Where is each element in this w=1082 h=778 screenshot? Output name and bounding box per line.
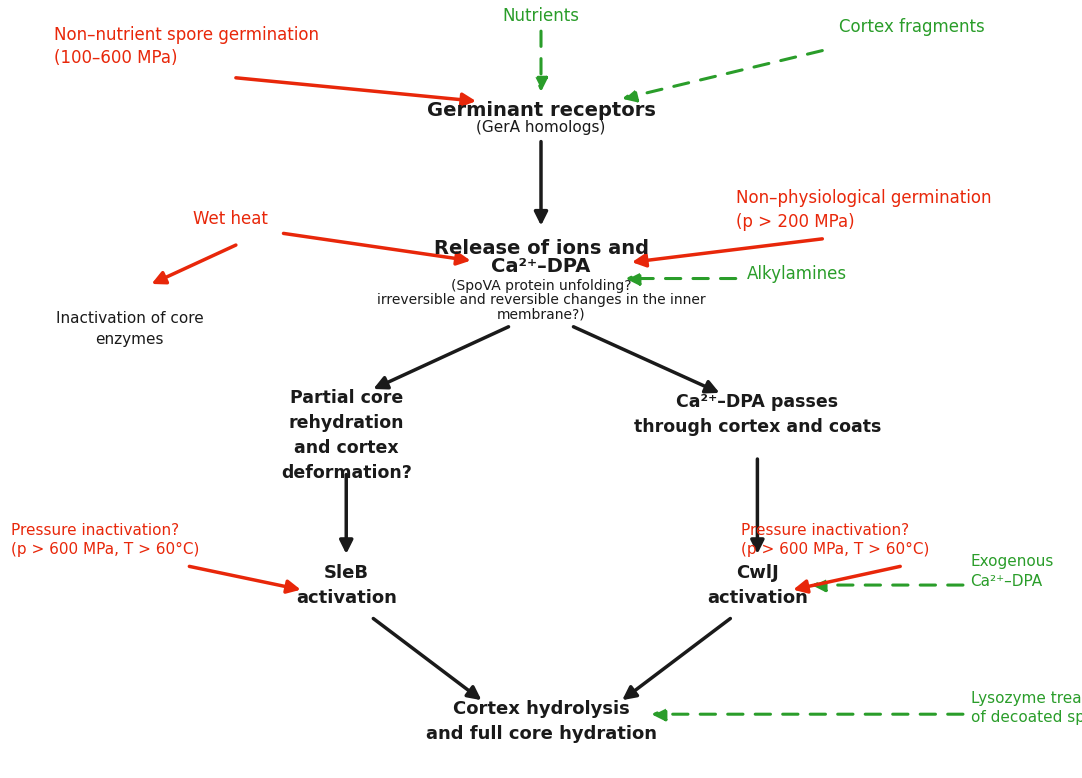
Text: Germinant receptors: Germinant receptors bbox=[426, 101, 656, 120]
Text: Wet heat: Wet heat bbox=[193, 210, 267, 229]
Text: Exogenous
Ca²⁺–DPA: Exogenous Ca²⁺–DPA bbox=[971, 555, 1054, 589]
Text: Partial core
rehydration
and cortex
deformation?: Partial core rehydration and cortex defo… bbox=[281, 389, 411, 482]
Text: Ca²⁺–DPA passes
through cortex and coats: Ca²⁺–DPA passes through cortex and coats bbox=[634, 393, 881, 436]
Text: SleB
activation: SleB activation bbox=[295, 564, 397, 607]
Text: (GerA homologs): (GerA homologs) bbox=[476, 120, 606, 135]
Text: (SpoVA protein unfolding?: (SpoVA protein unfolding? bbox=[451, 279, 631, 293]
Text: Non–physiological germination
(p > 200 MPa): Non–physiological germination (p > 200 M… bbox=[736, 189, 991, 231]
Text: Pressure inactivation?
(p > 600 MPa, T > 60°C): Pressure inactivation? (p > 600 MPa, T >… bbox=[741, 523, 929, 557]
Text: Non–nutrient spore germination
(100–600 MPa): Non–nutrient spore germination (100–600 … bbox=[54, 26, 319, 68]
Text: Release of ions and: Release of ions and bbox=[434, 240, 648, 258]
Text: Lysozyme treatment
of decoated spores: Lysozyme treatment of decoated spores bbox=[971, 691, 1082, 725]
Text: irreversible and reversible changes in the inner: irreversible and reversible changes in t… bbox=[377, 293, 705, 307]
Text: Nutrients: Nutrients bbox=[502, 6, 580, 25]
Text: Alkylamines: Alkylamines bbox=[747, 265, 847, 283]
Text: Inactivation of core
enzymes: Inactivation of core enzymes bbox=[56, 311, 203, 347]
Text: membrane?): membrane?) bbox=[497, 307, 585, 321]
Text: Ca²⁺–DPA: Ca²⁺–DPA bbox=[491, 257, 591, 275]
Text: Cortex hydrolysis
and full core hydration: Cortex hydrolysis and full core hydratio… bbox=[425, 700, 657, 743]
Text: Pressure inactivation?
(p > 600 MPa, T > 60°C): Pressure inactivation? (p > 600 MPa, T >… bbox=[11, 523, 199, 557]
Text: Cortex fragments: Cortex fragments bbox=[839, 18, 985, 37]
Text: CwlJ
activation: CwlJ activation bbox=[707, 564, 808, 607]
